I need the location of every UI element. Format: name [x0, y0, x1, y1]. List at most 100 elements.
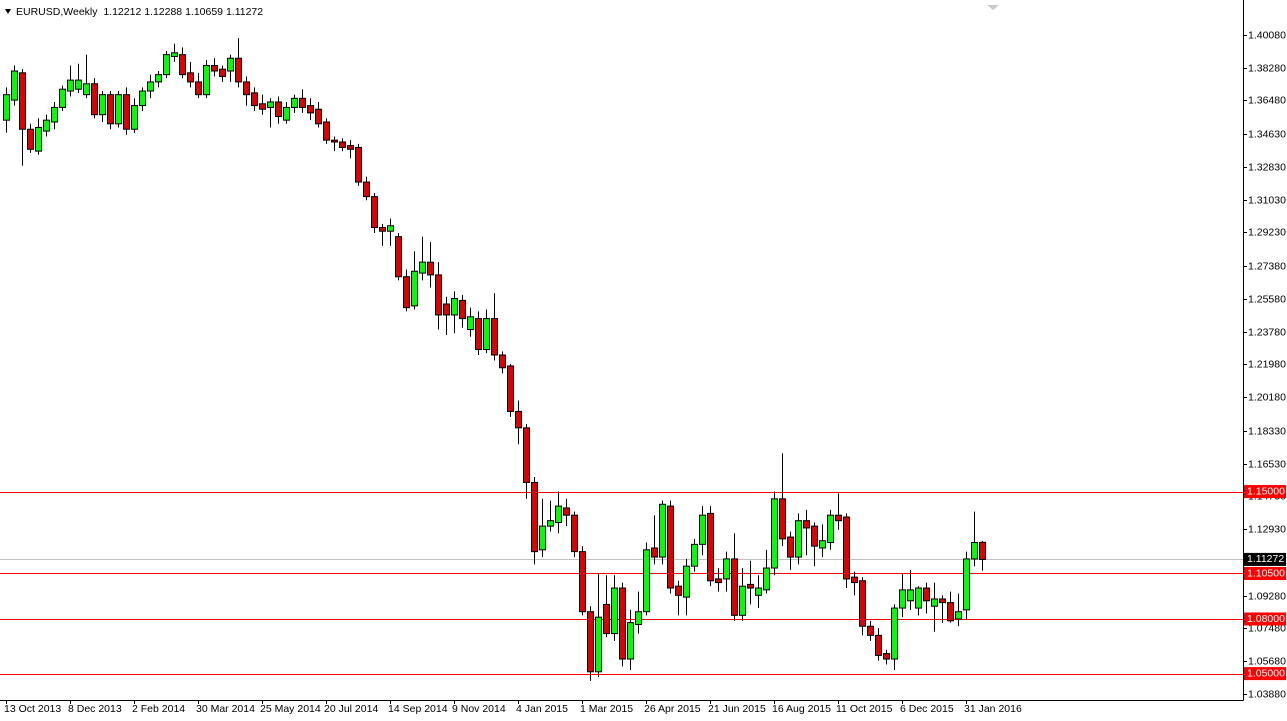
current-price-box — [1244, 552, 1286, 566]
x-tick-label: 21 Jun 2015 — [708, 703, 766, 715]
candle-body — [147, 81, 154, 92]
shift-marker — [987, 5, 999, 10]
candle-body — [331, 139, 338, 143]
candle-body — [659, 503, 666, 558]
y-tick-label: 1.34630 — [1248, 128, 1286, 140]
candle-body — [963, 558, 970, 611]
y-tick-label: 1.21980 — [1248, 358, 1286, 370]
candle-body — [483, 318, 490, 351]
candle-body — [859, 580, 866, 627]
candle-body — [907, 589, 914, 602]
y-tick-label: 1.05680 — [1248, 655, 1286, 667]
candle-body — [235, 57, 242, 83]
candle-body — [555, 505, 562, 523]
candle-body — [891, 607, 898, 660]
candle-body — [931, 598, 938, 607]
candle-body — [763, 567, 770, 591]
y-tick-label: 1.31030 — [1248, 194, 1286, 206]
y-tick-label: 1.36480 — [1248, 94, 1286, 106]
candle-body — [739, 585, 746, 616]
candle-body — [563, 507, 570, 516]
y-tick-label: 1.12930 — [1248, 523, 1286, 535]
candle-body — [403, 276, 410, 309]
x-tick-label: 14 Sep 2014 — [388, 703, 448, 715]
candle-body — [979, 541, 986, 560]
candle-body — [371, 196, 378, 229]
candle-body — [435, 274, 442, 316]
candle-body — [667, 505, 674, 589]
candle-body — [971, 542, 978, 560]
y-tick-label: 1.27380 — [1248, 260, 1286, 272]
y-tick-label: 1.32830 — [1248, 161, 1286, 173]
candle-body — [171, 52, 178, 57]
candle-body — [539, 525, 546, 551]
candle-body — [795, 520, 802, 558]
candle-body — [27, 128, 34, 150]
chart-header: EURUSD,Weekly 1.12212 1.12288 1.10659 1.… — [16, 6, 263, 18]
candle-body — [419, 261, 426, 274]
x-tick-label: 25 May 2014 — [260, 703, 321, 715]
candle-body — [475, 318, 482, 351]
candle-body — [643, 549, 650, 613]
candle-body — [731, 558, 738, 616]
candle-body — [819, 540, 826, 549]
candle-body — [411, 270, 418, 307]
candle-body — [603, 603, 610, 635]
candle-body — [3, 94, 10, 121]
candle-body — [387, 225, 394, 232]
candle-body — [19, 72, 26, 130]
candle-body — [779, 498, 786, 540]
x-tick-label: 13 Oct 2013 — [4, 703, 61, 715]
candle-body — [635, 611, 642, 625]
x-tick-label: 30 Mar 2014 — [196, 703, 255, 715]
candle-body — [883, 653, 890, 660]
candle-body — [83, 83, 90, 96]
candle-body — [227, 57, 234, 72]
candle-body — [747, 583, 754, 589]
candle-body — [627, 622, 634, 660]
candle-body — [899, 589, 906, 609]
candle-body — [347, 145, 354, 150]
candle-body — [299, 97, 306, 108]
candle-body — [547, 520, 554, 527]
candle-body — [355, 146, 362, 183]
candle-body — [499, 354, 506, 369]
candle-body — [571, 514, 578, 553]
menu-arrow[interactable] — [5, 9, 11, 14]
candle-body — [67, 79, 74, 92]
candle-body — [211, 65, 218, 72]
candle-body — [467, 316, 474, 331]
candle-body — [35, 126, 42, 152]
level-label: 1.10500 — [1247, 567, 1285, 579]
candle-body — [363, 181, 370, 198]
y-tick-label: 1.18330 — [1248, 425, 1286, 437]
candle-body — [123, 94, 130, 130]
x-tick-label: 8 Dec 2013 — [68, 703, 122, 715]
candle-body — [939, 598, 946, 604]
candle-body — [195, 81, 202, 96]
candle-body — [243, 81, 250, 96]
candle-body — [531, 481, 538, 553]
candle-body — [491, 318, 498, 356]
x-tick-label: 4 Jan 2015 — [516, 703, 568, 715]
level-label-box — [1244, 485, 1286, 499]
x-tick-label: 9 Nov 2014 — [452, 703, 506, 715]
candle-body — [283, 106, 290, 121]
candle-body — [51, 106, 58, 123]
candle-body — [395, 236, 402, 278]
candle-body — [835, 514, 842, 522]
candle-body — [515, 410, 522, 429]
candle-body — [43, 119, 50, 132]
candle-body — [827, 514, 834, 544]
current-price-label: 1.11272 — [1247, 553, 1284, 565]
level-label: 1.08000 — [1247, 613, 1285, 625]
candle-body — [323, 121, 330, 141]
candle-body — [339, 141, 346, 148]
y-tick-label: 1.25580 — [1248, 293, 1286, 305]
candle-body — [579, 551, 586, 613]
candle-body — [923, 587, 930, 602]
candle-body — [867, 625, 874, 636]
